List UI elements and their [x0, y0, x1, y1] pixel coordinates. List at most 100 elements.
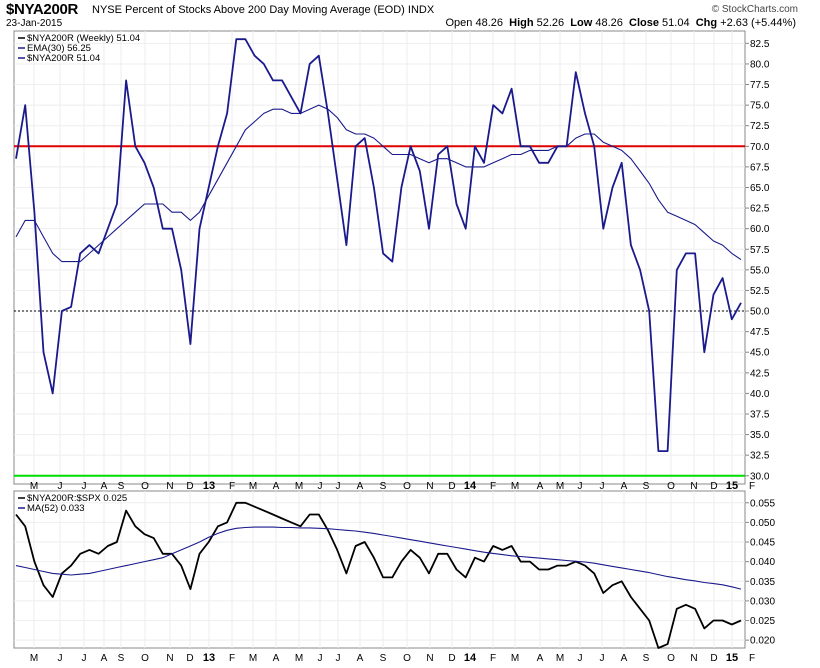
close-value: 51.04	[662, 17, 690, 29]
x-tick-label: J	[336, 481, 341, 492]
x-tick-label: F	[749, 653, 755, 664]
chart-description: NYSE Percent of Stocks Above 200 Day Mov…	[92, 4, 435, 16]
x-tick-label: D	[448, 481, 455, 492]
y-tick-label: 0.055	[750, 498, 775, 509]
x-tick-label: N	[690, 481, 697, 492]
x-tick-label: J	[58, 481, 63, 492]
open-value: 48.26	[475, 17, 503, 29]
x-tick-label: J	[82, 481, 87, 492]
x-tick-label: O	[141, 481, 149, 492]
x-tick-label: D	[710, 481, 717, 492]
ohlc-readout: Open 48.26 High 52.26 Low 48.26 Close 51…	[445, 17, 796, 29]
low-value: 48.26	[595, 17, 623, 29]
x-tick-label: J	[600, 653, 605, 664]
x-tick-label: J	[318, 481, 323, 492]
high-value: 52.26	[536, 17, 565, 29]
x-tick-label: O	[141, 653, 149, 664]
x-tick-label: 15	[726, 480, 738, 492]
x-tick-label: A	[273, 653, 280, 664]
x-tick-label: 14	[464, 480, 477, 492]
x-tick-label: M	[556, 481, 564, 492]
x-tick-label: M	[295, 653, 303, 664]
x-tick-label: M	[511, 481, 519, 492]
x-tick-label: A	[101, 653, 108, 664]
x-tick-label: M	[295, 481, 303, 492]
y-tick-label: 45.0	[750, 348, 770, 359]
x-tick-label: S	[118, 653, 125, 664]
x-tick-label: J	[82, 653, 87, 664]
x-tick-label: J	[600, 481, 605, 492]
x-tick-label: N	[166, 653, 173, 664]
series-line--nya200r-spx	[15, 501, 742, 649]
y-tick-label: 57.5	[750, 245, 770, 256]
brand-credit: © StockCharts.com	[711, 4, 798, 15]
x-tick-label: N	[426, 653, 433, 664]
y-tick-label: 75.0	[750, 101, 770, 112]
series-line--nya200r	[15, 38, 742, 453]
x-tick-label: O	[403, 481, 411, 492]
x-tick-label: S	[643, 653, 650, 664]
x-tick-label: J	[336, 653, 341, 664]
x-tick-label: N	[690, 653, 697, 664]
x-tick-label: A	[537, 481, 544, 492]
legend-entry: $NYA200R:$SPX 0.025	[27, 493, 127, 504]
x-tick-label: D	[186, 481, 193, 492]
x-tick-label: 15	[726, 652, 738, 664]
y-tick-label: 50.0	[750, 307, 770, 318]
y-tick-label: 65.0	[750, 183, 770, 194]
x-tick-label: M	[556, 653, 564, 664]
low-label: Low	[570, 17, 593, 29]
y-tick-label: 47.5	[750, 327, 770, 338]
x-tick-label: A	[621, 481, 628, 492]
y-tick-label: 40.0	[750, 389, 770, 400]
y-tick-label: 82.5	[750, 39, 770, 50]
x-tick-label: O	[667, 481, 675, 492]
x-tick-label: A	[621, 653, 628, 664]
x-tick-label: F	[490, 653, 496, 664]
y-tick-label: 77.5	[750, 80, 770, 91]
x-tick-label: A	[537, 653, 544, 664]
chart-symbol: $NYA200R	[6, 1, 79, 18]
plot-frame-0	[13, 30, 746, 485]
series-line-ma-52-	[15, 526, 742, 590]
y-tick-label: 37.5	[750, 409, 770, 420]
x-tick-label: S	[380, 481, 387, 492]
x-tick-label: S	[118, 481, 125, 492]
x-tick-label: J	[578, 653, 583, 664]
open-label: Open	[445, 17, 473, 29]
x-tick-label: M	[511, 653, 519, 664]
x-tick-label: F	[749, 481, 755, 492]
legend-entry: $NYA200R (Weekly) 51.04	[27, 33, 140, 44]
legend-entry: $NYA200R 51.04	[27, 53, 100, 64]
x-tick-label: M	[249, 481, 257, 492]
series-line-ema-30-	[15, 104, 742, 263]
x-tick-label: D	[448, 653, 455, 664]
y-tick-label: 60.0	[750, 224, 770, 235]
y-tick-label: 0.050	[750, 518, 775, 529]
y-tick-label: 0.025	[750, 616, 775, 627]
x-tick-label: D	[186, 653, 193, 664]
chart-date: 23-Jan-2015	[6, 18, 63, 29]
y-tick-label: 55.0	[750, 265, 770, 276]
x-tick-label: O	[667, 653, 675, 664]
close-label: Close	[629, 17, 659, 29]
y-tick-label: 0.045	[750, 538, 775, 549]
y-tick-label: 0.035	[750, 577, 775, 588]
x-tick-label: J	[578, 481, 583, 492]
y-tick-label: 30.0	[750, 471, 770, 482]
x-tick-label: N	[166, 481, 173, 492]
x-tick-label: M	[30, 481, 38, 492]
x-tick-label: D	[710, 653, 717, 664]
x-tick-label: A	[357, 653, 364, 664]
chg-value: +2.63 (+5.44%)	[720, 17, 796, 29]
y-tick-label: 32.5	[750, 451, 770, 462]
x-tick-label: F	[229, 653, 235, 664]
x-tick-label: 14	[464, 652, 477, 664]
x-tick-label: J	[58, 653, 63, 664]
legend-entry: MA(52) 0.033	[27, 503, 85, 514]
chg-label: Chg	[695, 17, 718, 29]
y-tick-label: 80.0	[750, 59, 770, 70]
x-tick-label: N	[426, 481, 433, 492]
y-tick-label: 62.5	[750, 204, 770, 215]
high-label: High	[509, 17, 534, 29]
